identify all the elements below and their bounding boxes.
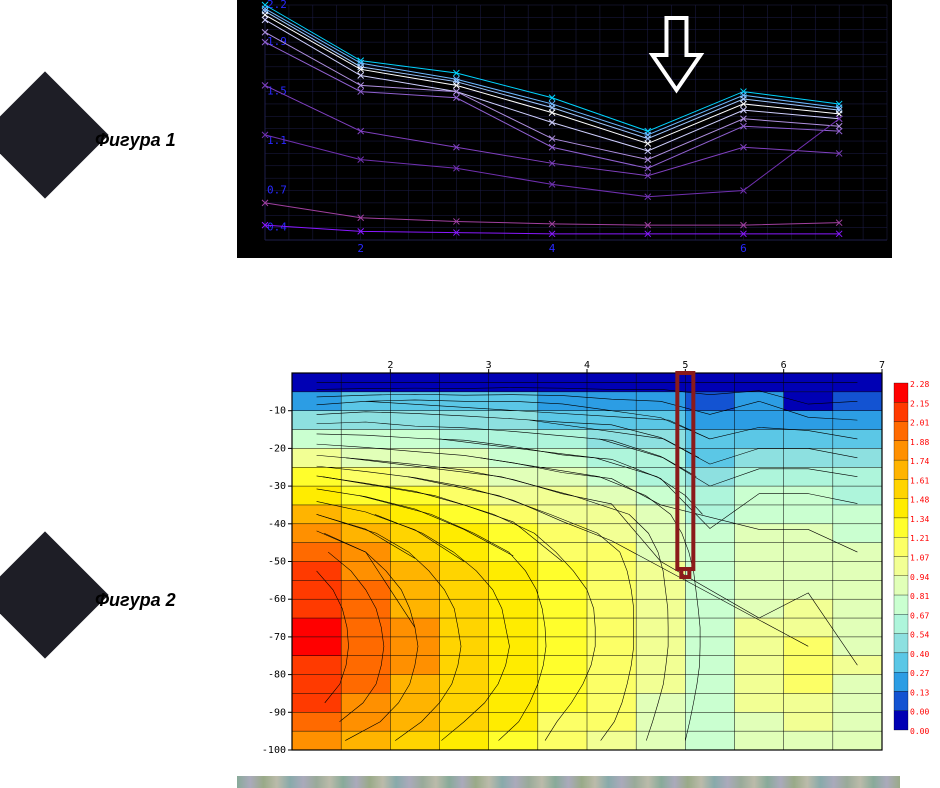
svg-text:0.81: 0.81 — [910, 592, 929, 601]
figure1-label-block: Фигура 1 — [0, 90, 220, 210]
svg-text:2.2: 2.2 — [267, 0, 287, 11]
svg-text:0.00: 0.00 — [910, 727, 929, 736]
svg-text:-20: -20 — [268, 443, 286, 454]
svg-text:0.4: 0.4 — [267, 221, 287, 234]
svg-text:0.54: 0.54 — [910, 631, 929, 640]
figure2-decor-diamond — [0, 531, 109, 658]
svg-text:0.27: 0.27 — [910, 669, 929, 678]
svg-text:0.94: 0.94 — [910, 573, 929, 582]
svg-text:0.67: 0.67 — [910, 611, 929, 620]
svg-text:-30: -30 — [268, 481, 286, 492]
svg-text:6: 6 — [740, 242, 747, 255]
noise-strip — [237, 776, 900, 788]
svg-text:1.74: 1.74 — [910, 457, 929, 466]
svg-text:2.01: 2.01 — [910, 419, 929, 428]
svg-text:0.7: 0.7 — [267, 184, 287, 197]
svg-text:-50: -50 — [268, 557, 286, 568]
figure1-svg: 0.40.71.11.51.92.2246 — [237, 0, 892, 258]
svg-text:0.40: 0.40 — [910, 650, 929, 659]
svg-text:4: 4 — [549, 242, 556, 255]
svg-text:1.88: 1.88 — [910, 438, 929, 447]
figure1-decor-diamond — [0, 71, 109, 198]
svg-text:-90: -90 — [268, 707, 286, 718]
figure2-chart: 234567-10-20-30-40-50-60-70-80-90-1002.2… — [237, 355, 937, 755]
svg-text:1.61: 1.61 — [910, 476, 929, 485]
svg-text:-100: -100 — [262, 745, 286, 755]
figure1-chart: 0.40.71.11.51.92.2246 — [237, 0, 892, 258]
svg-text:-60: -60 — [268, 594, 286, 605]
figure2-label: Фигура 2 — [95, 590, 176, 611]
figure2-svg: 234567-10-20-30-40-50-60-70-80-90-1002.2… — [237, 355, 937, 755]
svg-text:1.48: 1.48 — [910, 496, 929, 505]
svg-text:0.13: 0.13 — [910, 688, 929, 697]
svg-text:0.00: 0.00 — [910, 708, 929, 717]
svg-text:-70: -70 — [268, 632, 286, 643]
svg-text:1.34: 1.34 — [910, 515, 929, 524]
figure1-label: Фигура 1 — [95, 130, 176, 151]
svg-text:2.28: 2.28 — [910, 380, 929, 389]
svg-text:1.9: 1.9 — [267, 35, 287, 48]
svg-text:-10: -10 — [268, 406, 286, 417]
svg-text:1.07: 1.07 — [910, 554, 929, 563]
svg-text:1.21: 1.21 — [910, 534, 929, 543]
svg-text:-80: -80 — [268, 670, 286, 681]
svg-text:2: 2 — [357, 242, 364, 255]
figure2-label-block: Фигура 2 — [0, 550, 220, 670]
svg-text:-40: -40 — [268, 519, 286, 530]
svg-text:2.15: 2.15 — [910, 399, 929, 408]
